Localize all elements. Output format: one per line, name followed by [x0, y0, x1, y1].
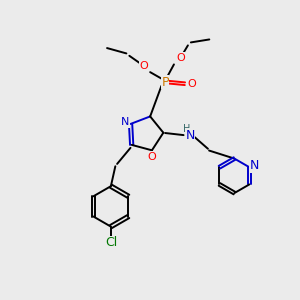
- Text: N: N: [185, 129, 195, 142]
- Text: Cl: Cl: [105, 236, 117, 249]
- Text: N: N: [121, 118, 129, 128]
- Text: N: N: [250, 159, 260, 172]
- Text: H: H: [183, 124, 191, 134]
- Text: O: O: [147, 152, 156, 162]
- Text: O: O: [176, 53, 185, 63]
- Text: O: O: [188, 79, 196, 89]
- Text: P: P: [161, 76, 169, 89]
- Text: O: O: [140, 61, 148, 71]
